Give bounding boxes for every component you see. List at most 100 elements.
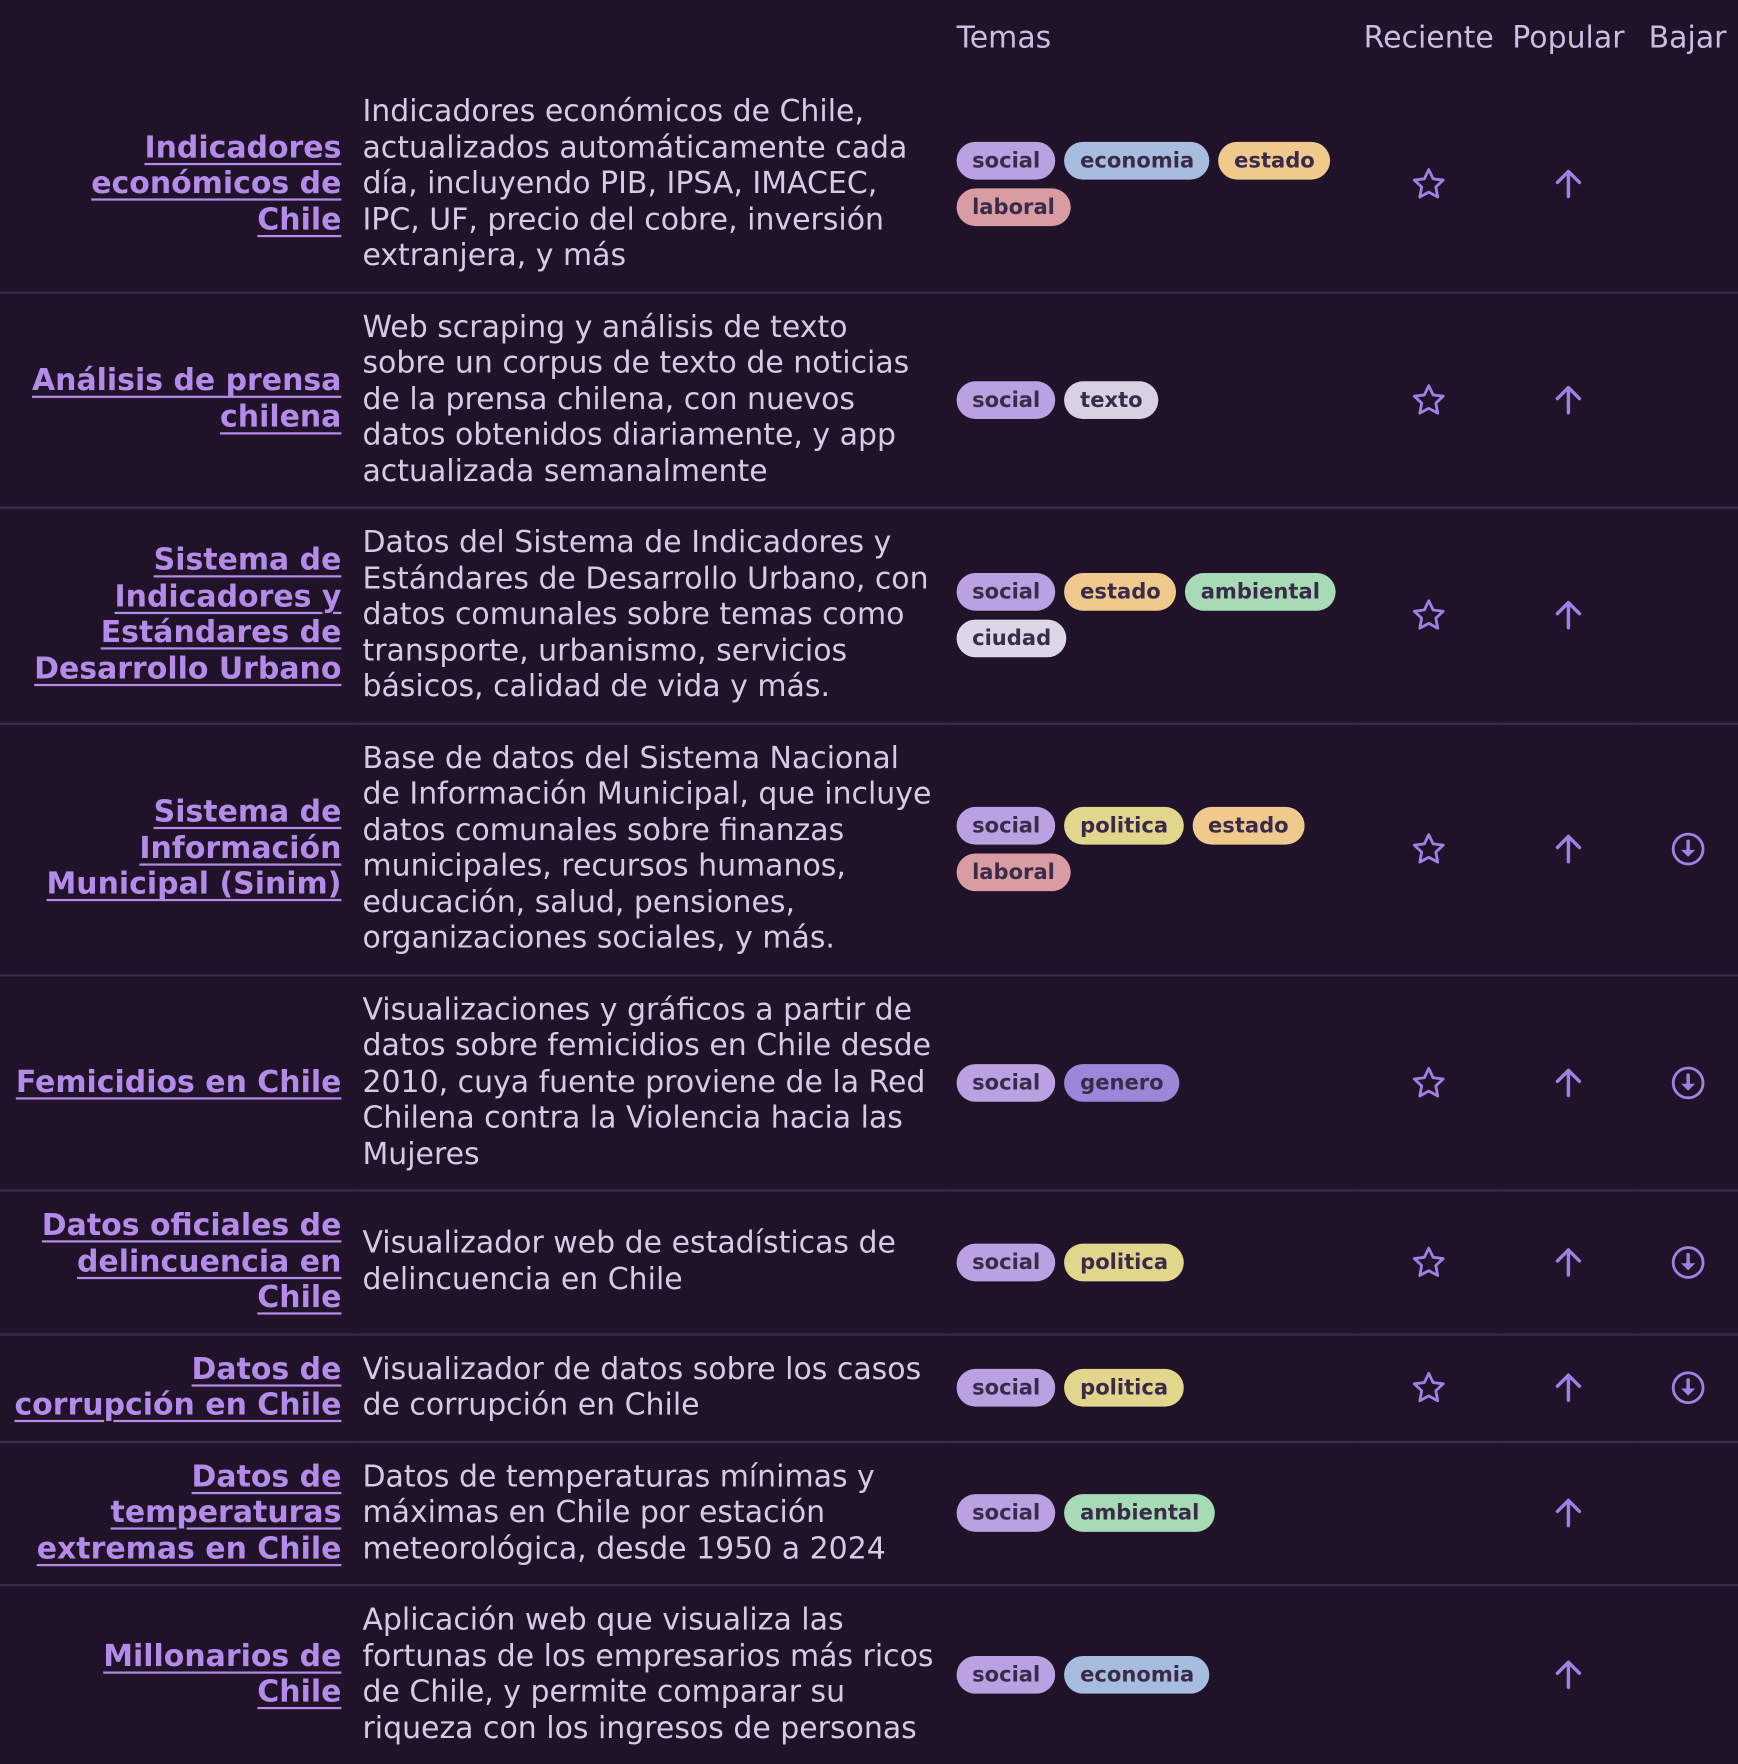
project-link[interactable]: Datos de corrupción en Chile <box>14 1351 342 1423</box>
title-cell: Millonarios de Chile <box>0 1585 352 1763</box>
tag-list: social economia <box>956 1655 1358 1694</box>
header-reciente[interactable]: Reciente <box>1363 20 1494 56</box>
tags-cell: social politica <box>948 1334 1358 1442</box>
project-link[interactable]: Datos oficiales de delincuencia en Chile <box>41 1208 342 1315</box>
popular-icon[interactable] <box>1500 597 1637 635</box>
header-popular[interactable]: Popular <box>1512 20 1625 56</box>
tag-list: social politica <box>956 1243 1358 1282</box>
title-cell: Indicadores económicos de Chile <box>0 78 352 292</box>
tags-cell: social genero <box>948 975 1358 1191</box>
tag[interactable]: social <box>956 1243 1056 1282</box>
tag[interactable]: social <box>956 806 1056 845</box>
tags-cell: social ambiental <box>948 1442 1358 1586</box>
tag-list: social estado ambiental ciudad <box>956 573 1358 658</box>
project-link[interactable]: Análisis de prensa chilena <box>31 363 342 435</box>
popular-icon[interactable] <box>1500 381 1637 419</box>
reciente-icon-cell <box>1358 1190 1500 1334</box>
reciente-icon[interactable] <box>1358 830 1500 868</box>
tag[interactable]: laboral <box>956 188 1071 227</box>
title-cell: Sistema de Indicadores y Estándares de D… <box>0 508 352 724</box>
description: Base de datos del Sistema Nacional de In… <box>362 740 932 956</box>
popular-icon-cell <box>1500 78 1637 292</box>
popular-icon[interactable] <box>1500 1369 1637 1407</box>
tag[interactable]: laboral <box>956 853 1071 892</box>
download-icon[interactable] <box>1637 1064 1738 1102</box>
tag[interactable]: social <box>956 1494 1056 1533</box>
tag[interactable]: social <box>956 1063 1056 1102</box>
tag-list: social ambiental <box>956 1494 1358 1533</box>
project-row: Millonarios de Chile Aplicación web que v… <box>0 1585 1738 1763</box>
tag[interactable]: genero <box>1064 1063 1180 1102</box>
tag[interactable]: ambiental <box>1185 573 1336 612</box>
tag-list: social texto <box>956 381 1358 419</box>
project-row: Indicadores económicos de Chile Indicador… <box>0 78 1738 292</box>
download-icon-cell <box>1637 508 1738 724</box>
reciente-icon-cell <box>1358 1442 1500 1586</box>
tag[interactable]: texto <box>1064 381 1159 419</box>
project-link[interactable]: Indicadores económicos de Chile <box>91 130 342 237</box>
project-link[interactable]: Sistema de Información Municipal (Sinim) <box>46 795 342 902</box>
project-row: Datos de corrupción en Chile Visualizador… <box>0 1333 1738 1442</box>
tag-list: social genero <box>956 1063 1358 1102</box>
tag-list: social politica <box>956 1368 1358 1407</box>
tag[interactable]: ciudad <box>956 619 1067 658</box>
tag[interactable]: social <box>956 573 1056 612</box>
popular-icon-cell <box>1500 292 1637 508</box>
reciente-icon[interactable] <box>1358 1369 1500 1407</box>
download-icon[interactable] <box>1637 830 1738 868</box>
tag[interactable]: economia <box>1064 142 1210 180</box>
tag[interactable]: estado <box>1218 142 1331 180</box>
tags-cell: social politica <box>948 1190 1358 1334</box>
popular-icon[interactable] <box>1500 1064 1637 1102</box>
download-icon-cell <box>1637 1442 1738 1586</box>
tag[interactable]: politica <box>1064 1243 1184 1282</box>
download-icon[interactable] <box>1637 1369 1738 1407</box>
tag[interactable]: ambiental <box>1064 1494 1215 1533</box>
project-row: Datos oficiales de delincuencia en Chile… <box>0 1190 1738 1334</box>
reciente-icon[interactable] <box>1358 1243 1500 1281</box>
download-icon-cell <box>1637 292 1738 508</box>
tag[interactable]: social <box>956 1368 1056 1407</box>
project-row: Análisis de prensa chilena Web scraping y… <box>0 292 1738 508</box>
page: {"header": {"temas": "Temas", "reciente"… <box>0 20 1738 1746</box>
download-icon-cell <box>1637 1190 1738 1334</box>
title-cell: Datos de temperaturas extremas en Chile <box>0 1442 352 1586</box>
tag-list: social economia estado laboral <box>956 142 1358 227</box>
description: Aplicación web que visualiza las fortuna… <box>362 1602 934 1746</box>
popular-icon[interactable] <box>1500 1656 1637 1694</box>
tag[interactable]: economia <box>1064 1655 1210 1694</box>
tag[interactable]: social <box>956 1655 1056 1694</box>
popular-icon-cell <box>1500 1585 1637 1763</box>
reciente-icon[interactable] <box>1358 381 1500 419</box>
reciente-icon[interactable] <box>1358 1064 1500 1102</box>
tag[interactable]: politica <box>1064 1368 1184 1407</box>
tag[interactable]: estado <box>1064 573 1177 612</box>
header-temas: Temas <box>956 20 1052 56</box>
popular-icon[interactable] <box>1500 1494 1637 1532</box>
project-link[interactable]: Femicidios en Chile <box>15 1064 342 1099</box>
popular-icon-cell <box>1500 1190 1637 1334</box>
tag-list: social politica estado laboral <box>956 806 1358 892</box>
popular-icon[interactable] <box>1500 1243 1637 1281</box>
popular-icon[interactable] <box>1500 165 1637 203</box>
reciente-icon[interactable] <box>1358 165 1500 203</box>
header-bajar[interactable]: Bajar <box>1648 20 1727 56</box>
title-cell: Análisis de prensa chilena <box>0 292 352 508</box>
reciente-icon[interactable] <box>1358 597 1500 635</box>
tags-cell: social politica estado laboral <box>948 723 1358 975</box>
title-cell: Datos oficiales de delincuencia en Chile <box>0 1190 352 1334</box>
description: Indicadores económicos de Chile, actuali… <box>362 94 908 273</box>
description: Datos de temperaturas mínimas y máximas … <box>362 1459 886 1566</box>
tag[interactable]: estado <box>1192 806 1305 845</box>
project-link[interactable]: Datos de temperaturas extremas en Chile <box>36 1459 342 1566</box>
tag[interactable]: social <box>956 142 1056 180</box>
download-icon-cell <box>1637 723 1738 975</box>
project-link[interactable]: Sistema de Indicadores y Estándares de D… <box>34 543 342 686</box>
tags-cell: social economia estado laboral <box>948 78 1358 292</box>
tag[interactable]: politica <box>1064 806 1184 845</box>
popular-icon[interactable] <box>1500 830 1637 868</box>
tag[interactable]: social <box>956 381 1056 419</box>
download-icon[interactable] <box>1637 1243 1738 1281</box>
download-icon-cell <box>1637 1585 1738 1763</box>
project-row: Sistema de Indicadores y Estándares de D… <box>0 507 1738 724</box>
